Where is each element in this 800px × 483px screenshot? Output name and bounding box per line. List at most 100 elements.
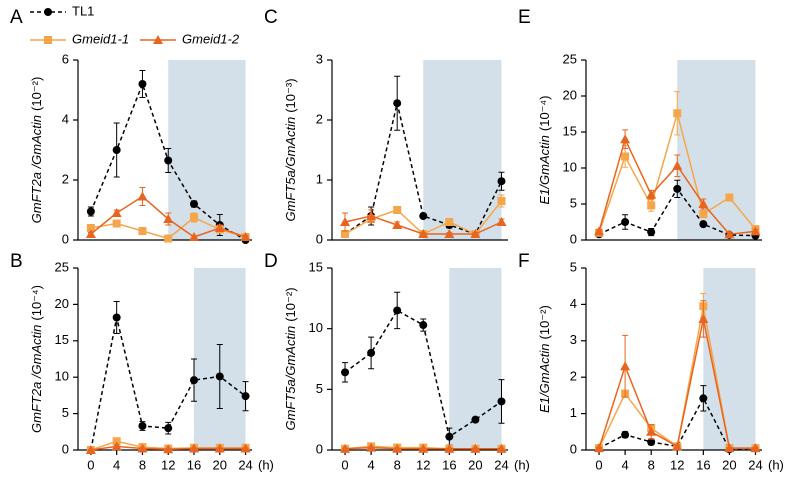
y-tick-label: 15 (563, 123, 577, 138)
data-point (621, 218, 630, 226)
y-axis-unit: (10⁻⁴) (537, 96, 552, 132)
x-tick-label: 24 (748, 457, 762, 472)
y-axis-title: E1/GmActin (537, 135, 552, 204)
x-tick-label: 4 (113, 457, 120, 472)
y-tick-label: 2 (570, 369, 577, 384)
data-point (419, 212, 428, 220)
data-point (341, 230, 350, 238)
y-axis-title: E1/GmActin (537, 343, 552, 412)
y-axis-title: GmFT2a /GmActin (29, 325, 44, 433)
x-tick-label: 0 (87, 457, 94, 472)
data-point (418, 229, 429, 238)
data-point (112, 219, 121, 228)
data-point (138, 80, 147, 88)
data-point (112, 437, 121, 446)
y-tick-label: 5 (570, 259, 577, 274)
data-point (750, 226, 761, 236)
data-point (112, 146, 121, 154)
y-axis-label: GmFT5a/GmActin (10⁻³) (283, 78, 298, 221)
panel-label: B (10, 251, 23, 272)
data-point (393, 306, 402, 315)
y-tick-label: 0 (316, 231, 323, 246)
data-point (393, 206, 402, 214)
data-point (699, 394, 708, 403)
y-tick-label: 10 (309, 320, 323, 335)
data-point (111, 208, 122, 217)
data-point (497, 397, 506, 406)
data-point (497, 177, 506, 186)
y-tick-label: 5 (316, 381, 323, 396)
data-point (366, 211, 377, 220)
dark-period (168, 60, 246, 240)
y-tick-label: 0 (570, 231, 577, 246)
data-point (190, 213, 198, 222)
y-axis-unit: (10⁻²) (537, 305, 552, 339)
data-point (750, 443, 761, 453)
data-point (673, 109, 682, 118)
data-point (392, 220, 403, 229)
data-point (698, 199, 709, 208)
panel-label: D (264, 251, 278, 272)
data-point (620, 134, 631, 144)
y-tick-label: 15 (55, 332, 69, 347)
y-tick-label: 4 (62, 111, 69, 126)
x-tick-label: 8 (648, 457, 655, 472)
data-point (214, 443, 225, 453)
data-point (699, 210, 708, 219)
y-axis-title: GmFT2a /GmActin (29, 115, 44, 223)
x-tick-label: 16 (442, 457, 456, 472)
y-tick-label: 25 (563, 51, 577, 66)
data-point (164, 424, 173, 433)
y-tick-label: 15 (309, 259, 323, 274)
data-point (189, 443, 199, 453)
y-tick-label: 1 (316, 171, 323, 186)
legend-label: Gmeid1-2 (182, 31, 240, 46)
data-point (366, 442, 377, 452)
data-point (215, 372, 224, 381)
x-tick-label: 4 (621, 457, 628, 472)
dark-period (677, 60, 756, 240)
data-point (496, 443, 507, 453)
dark-period (423, 60, 502, 240)
panel-label: C (264, 7, 278, 28)
data-point (646, 426, 657, 436)
x-tick-label: 12 (416, 457, 430, 472)
x-tick-label: 4 (367, 457, 374, 472)
panel-label: E (518, 7, 531, 28)
x-tick-label: 24 (494, 457, 508, 472)
data-point (137, 191, 148, 201)
data-point (85, 445, 96, 454)
y-tick-label: 3 (316, 51, 323, 66)
y-tick-label: 3 (570, 332, 577, 347)
x-axis-label: (h) (514, 457, 530, 472)
y-tick-label: 0 (570, 441, 577, 456)
y-tick-label: 25 (55, 259, 69, 274)
y-axis-title: GmFT5a/GmActin (283, 117, 298, 222)
y-axis-label: GmFT2a /GmActin (10⁻⁴) (29, 285, 44, 433)
data-point (164, 234, 173, 243)
y-tick-label: 5 (62, 405, 69, 420)
data-point (137, 443, 148, 453)
y-tick-label: 2 (316, 111, 323, 126)
data-point (698, 313, 709, 323)
data-point (699, 220, 708, 229)
data-point (163, 444, 174, 454)
data-point (646, 189, 657, 199)
data-point (470, 229, 481, 238)
data-point (445, 218, 454, 226)
y-tick-label: 2 (62, 171, 69, 186)
data-point (138, 227, 147, 235)
data-point (445, 432, 454, 441)
y-tick-label: 1 (570, 405, 577, 420)
data-point (647, 437, 656, 446)
y-tick-label: 20 (55, 296, 69, 311)
data-point (190, 376, 198, 385)
data-point (673, 184, 682, 193)
data-point (340, 217, 351, 226)
data-point (621, 430, 630, 439)
y-axis-label: E1/GmActin (10⁻⁴) (537, 96, 552, 205)
data-point (419, 321, 428, 330)
y-axis-label: GmFT2a /GmActin (10⁻²) (29, 77, 44, 224)
data-point (418, 443, 429, 453)
